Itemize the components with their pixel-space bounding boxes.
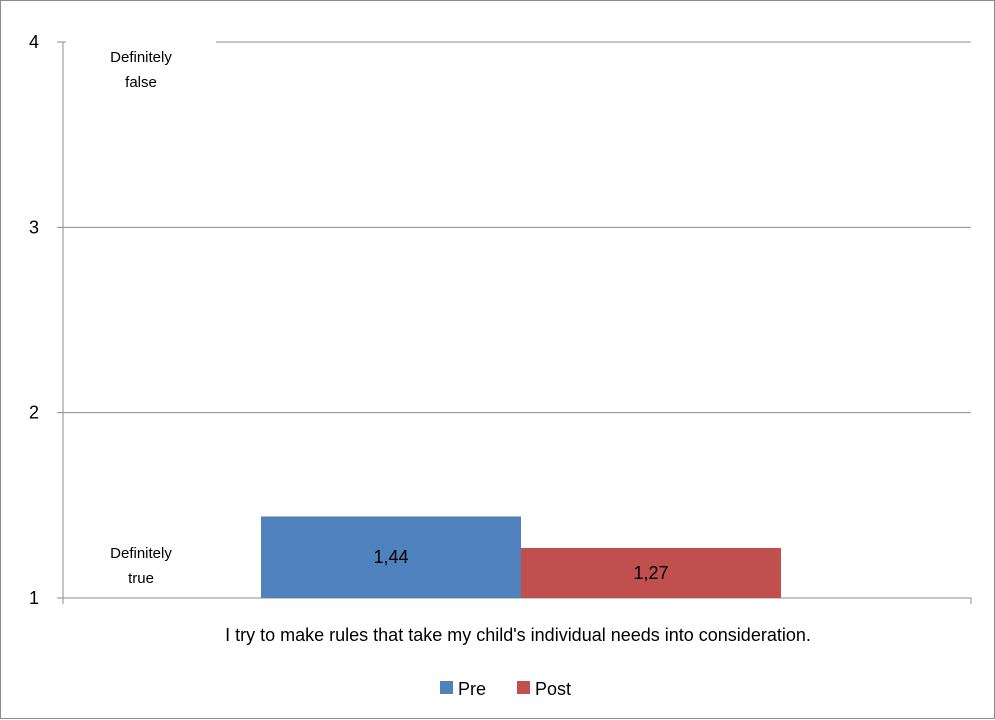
y-tick-label: 3	[29, 217, 39, 237]
top-annotation-line2: false	[125, 74, 157, 91]
labels: 1,44 1,27	[373, 547, 668, 583]
top-annotation-mask	[66, 31, 216, 101]
bottom-annotation-line1: Definitely	[110, 545, 172, 562]
bottom-annotation-line2: true	[128, 570, 154, 587]
legend: Pre Post	[440, 679, 571, 699]
bar-pre	[261, 516, 521, 598]
legend-swatch-post	[517, 681, 530, 694]
data-label-pre: 1,44	[373, 547, 408, 567]
category-label: I try to make rules that take my child's…	[225, 625, 811, 645]
legend-swatch-pre	[440, 681, 453, 694]
bar-post	[521, 547, 781, 598]
top-annotation-line1: Definitely	[110, 49, 172, 66]
y-tick-label: 1	[29, 588, 39, 608]
legend-label-post: Post	[535, 679, 571, 699]
bars	[261, 516, 781, 598]
y-tick-label: 4	[29, 32, 39, 52]
y-tick-label: 2	[29, 403, 39, 423]
data-label-post: 1,27	[633, 563, 668, 583]
legend-label-pre: Pre	[458, 679, 486, 699]
